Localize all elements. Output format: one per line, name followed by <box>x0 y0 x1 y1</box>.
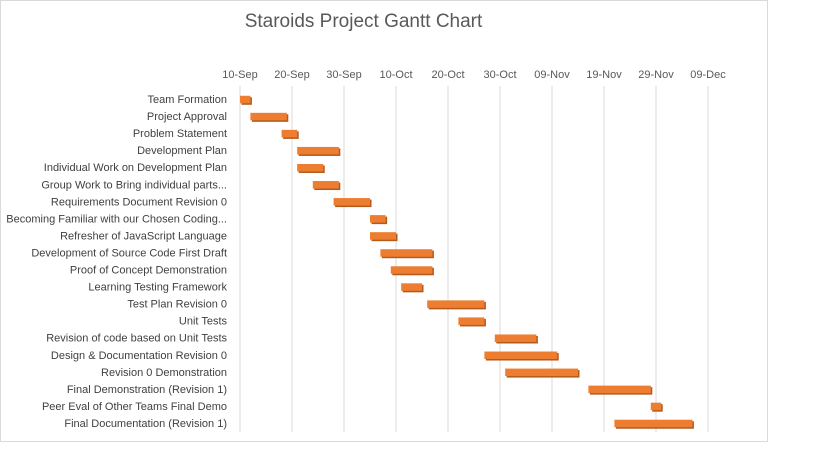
task-bar-fill <box>297 163 324 172</box>
task-label: Team Formation <box>148 94 227 106</box>
task-bar <box>650 402 663 412</box>
task-bar-fill <box>458 317 485 325</box>
x-tick-label: 20-Sep <box>274 69 309 81</box>
task-label: Project Approval <box>147 111 227 123</box>
task-bar <box>427 300 486 310</box>
task-bar-fill <box>297 146 339 155</box>
task-label: Development Plan <box>137 145 227 157</box>
x-tick-label: 30-Sep <box>326 69 361 81</box>
task-bar <box>240 95 252 105</box>
task-bar-fill <box>240 95 251 104</box>
task-bar-fill <box>250 112 287 121</box>
task-bar <box>401 283 424 293</box>
task-bar-fill <box>312 181 339 189</box>
task-bar <box>390 266 434 276</box>
task-bar <box>458 317 486 327</box>
task-bar <box>297 163 325 173</box>
task-bar <box>333 198 372 208</box>
task-bar <box>297 146 341 156</box>
task-bar <box>370 232 398 242</box>
gantt-chart: 10-Sep 20-Sep 30-Sep 10-Oct 20-Oct 30-Oct 09-N… <box>6 69 726 432</box>
task-bar-fill <box>333 198 370 206</box>
task-bar <box>312 181 341 191</box>
task-bar <box>484 351 559 361</box>
task-bar <box>281 129 299 139</box>
task-label: Test Plan Revision 0 <box>127 299 227 311</box>
task-bar <box>614 419 694 429</box>
task-bar-fill <box>380 249 433 257</box>
task-label: Learning Testing Framework <box>88 282 227 294</box>
x-tick-label: 29-Nov <box>638 69 674 81</box>
task-label: Becoming Familiar with our Chosen Coding… <box>6 213 227 225</box>
x-tick-label: 20-Oct <box>431 69 464 81</box>
task-bar-fill <box>281 129 298 138</box>
task-label: Group Work to Bring individual parts... <box>41 179 227 191</box>
chart-title: Staroids Project Gantt Chart <box>244 11 483 32</box>
task-bar-fill <box>390 266 433 274</box>
task-label: Design & Documentation Revision 0 <box>51 350 227 362</box>
task-bar <box>380 249 434 259</box>
task-bar-fill <box>484 351 558 360</box>
task-bar-fill <box>505 368 578 377</box>
task-label: Final Documentation (Revision 1) <box>64 418 227 430</box>
task-bar <box>505 368 580 378</box>
task-bar <box>588 385 653 395</box>
task-bar <box>250 112 289 122</box>
x-tick-label: 30-Oct <box>483 69 516 81</box>
x-tick-label: 19-Nov <box>586 69 622 81</box>
task-label: Problem Statement <box>133 128 227 140</box>
task-bar-fill <box>370 232 396 240</box>
x-tick-label: 09-Dec <box>690 69 726 81</box>
task-label: Revision 0 Demonstration <box>101 367 227 379</box>
task-bar-fill <box>427 300 485 308</box>
task-bar-fill <box>370 215 386 223</box>
task-bar-fill <box>614 419 693 428</box>
task-bar-fill <box>494 334 537 342</box>
task-label: Final Demonstration (Revision 1) <box>67 384 227 396</box>
task-bar <box>370 215 388 225</box>
x-tick-label: 10-Oct <box>379 69 412 81</box>
task-label: Development of Source Code First Draft <box>31 247 227 259</box>
task-label: Refresher of JavaScript Language <box>60 230 227 242</box>
task-label: Individual Work on Development Plan <box>44 162 227 174</box>
x-tick-label: 10-Sep <box>222 69 257 81</box>
task-label: Unit Tests <box>179 316 228 328</box>
x-tick-label: 09-Nov <box>534 69 570 81</box>
task-bar-fill <box>401 283 422 291</box>
task-label: Peer Eval of Other Teams Final Demo <box>42 401 227 413</box>
task-bar <box>494 334 538 344</box>
task-bar-fill <box>588 385 651 394</box>
task-label: Requirements Document Revision 0 <box>51 196 227 208</box>
task-label: Proof of Concept Demonstration <box>70 265 227 277</box>
task-label: Revision of code based on Unit Tests <box>46 333 227 345</box>
task-bar-fill <box>650 402 662 411</box>
